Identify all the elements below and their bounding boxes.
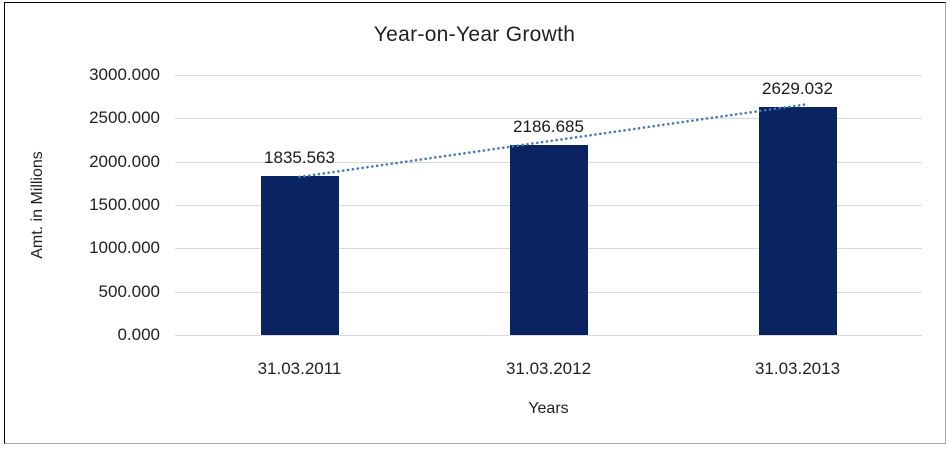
- y-tick-label: 500.000: [98, 281, 160, 301]
- gridline: [175, 335, 922, 336]
- y-tick-label: 0.000: [117, 325, 160, 344]
- gridline: [175, 75, 922, 76]
- bar: [260, 175, 339, 335]
- y-tick-label: 1500.000: [89, 195, 160, 214]
- bar: [509, 145, 588, 335]
- y-tick-label: 2000.000: [89, 151, 160, 171]
- bar: [758, 107, 837, 335]
- y-tick-label: 1000.000: [89, 238, 160, 258]
- y-axis-title: Amt. in Millions: [29, 151, 46, 259]
- x-axis-title: Years: [528, 400, 569, 417]
- x-tick-label: 31.03.2013: [754, 359, 841, 378]
- chart-title: Year-on-Year Growth: [373, 23, 576, 46]
- x-tick-label: 31.03.2011: [257, 359, 342, 378]
- bar-data-label: 1835.563: [264, 147, 335, 167]
- bar-data-label: 2629.032: [762, 79, 833, 99]
- y-tick-label: 3000.000: [89, 65, 160, 84]
- y-tick-label: 2500.000: [89, 108, 160, 128]
- x-tick-label: 31.03.2012: [505, 359, 592, 378]
- bar-data-label: 2186.685: [513, 117, 584, 137]
